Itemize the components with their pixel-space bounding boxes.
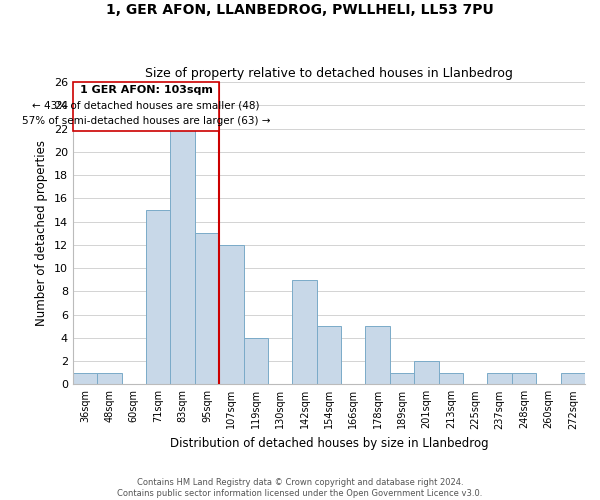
FancyBboxPatch shape	[73, 82, 219, 131]
Bar	[97, 372, 122, 384]
Bar	[365, 326, 390, 384]
Text: 1 GER AFON: 103sqm: 1 GER AFON: 103sqm	[80, 84, 212, 94]
Y-axis label: Number of detached properties: Number of detached properties	[35, 140, 48, 326]
Bar	[73, 372, 97, 384]
Bar	[414, 361, 439, 384]
Bar	[317, 326, 341, 384]
Bar	[487, 372, 512, 384]
Bar	[512, 372, 536, 384]
Bar	[146, 210, 170, 384]
X-axis label: Distribution of detached houses by size in Llanbedrog: Distribution of detached houses by size …	[170, 437, 488, 450]
Text: 57% of semi-detached houses are larger (63) →: 57% of semi-detached houses are larger (…	[22, 116, 270, 126]
Bar	[170, 128, 195, 384]
Bar	[292, 280, 317, 384]
Title: Size of property relative to detached houses in Llanbedrog: Size of property relative to detached ho…	[145, 66, 513, 80]
Text: Contains HM Land Registry data © Crown copyright and database right 2024.
Contai: Contains HM Land Registry data © Crown c…	[118, 478, 482, 498]
Bar	[390, 372, 414, 384]
Bar	[219, 245, 244, 384]
Text: 1, GER AFON, LLANBEDROG, PWLLHELI, LL53 7PU: 1, GER AFON, LLANBEDROG, PWLLHELI, LL53 …	[106, 2, 494, 16]
Bar	[195, 233, 219, 384]
Bar	[439, 372, 463, 384]
Bar	[560, 372, 585, 384]
Text: ← 43% of detached houses are smaller (48): ← 43% of detached houses are smaller (48…	[32, 100, 260, 110]
Bar	[244, 338, 268, 384]
